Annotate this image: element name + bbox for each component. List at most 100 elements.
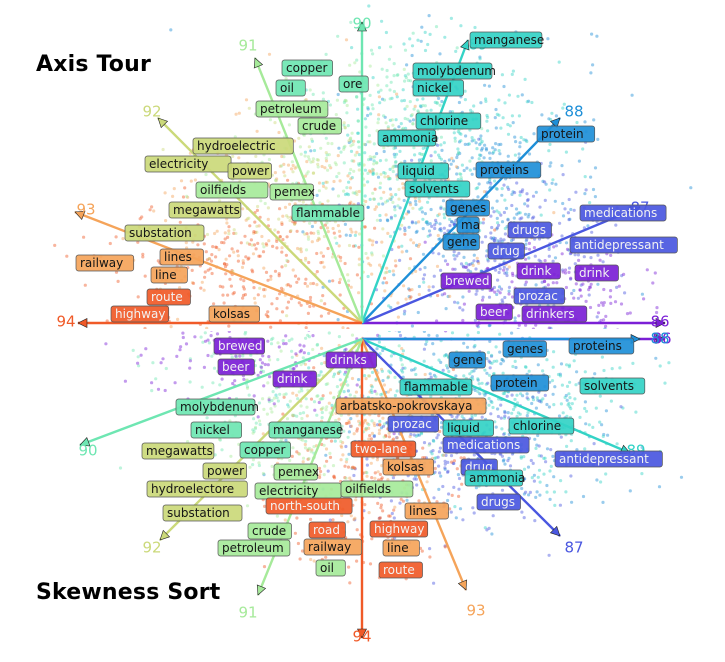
scatter-point: [278, 329, 281, 332]
scatter-point: [480, 146, 484, 150]
scatter-point: [346, 520, 350, 524]
scatter-point: [370, 385, 374, 389]
scatter-point: [592, 442, 596, 446]
scatter-point: [602, 368, 606, 373]
scatter-point: [267, 239, 271, 243]
scatter-point: [388, 176, 392, 180]
scatter-point: [311, 171, 316, 175]
scatter-point: [248, 224, 252, 228]
scatter-point: [241, 207, 245, 211]
scatter-point: [300, 549, 305, 553]
scatter-point: [393, 393, 397, 398]
scatter-point: [137, 364, 141, 368]
scatter-point: [498, 325, 501, 328]
scatter-point: [212, 302, 216, 306]
scatter-point: [265, 243, 269, 247]
scatter-point: [411, 241, 416, 245]
scatter-point: [553, 385, 557, 389]
scatter-point: [385, 421, 389, 425]
scatter-point: [487, 324, 491, 328]
scatter-point: [349, 285, 353, 289]
scatter-point: [463, 89, 467, 93]
scatter-point: [495, 359, 499, 363]
scatter-point: [298, 350, 302, 354]
scatter-point: [489, 214, 493, 218]
scatter-point: [598, 258, 602, 262]
scatter-point: [439, 206, 443, 210]
scatter-point: [488, 339, 492, 343]
scatter-point: [494, 126, 498, 130]
scatter-point: [382, 171, 386, 175]
scatter-point: [473, 318, 477, 322]
scatter-point: [426, 222, 430, 226]
scatter-point: [497, 285, 502, 289]
scatter-point: [539, 398, 543, 402]
scatter-point: [655, 310, 659, 315]
scatter-point: [403, 79, 407, 83]
scatter-point: [502, 265, 506, 269]
bottom-axis-line-90: [79, 337, 363, 447]
scatter-point: [232, 291, 236, 295]
scatter-point: [259, 199, 263, 203]
scatter-point: [592, 118, 596, 122]
scatter-point: [266, 310, 270, 314]
scatter-point: [440, 421, 444, 425]
scatter-point: [517, 114, 522, 118]
scatter-point: [367, 423, 371, 427]
scatter-point: [306, 155, 310, 159]
scatter-point: [310, 240, 314, 244]
scatter-point: [245, 386, 250, 390]
scatter-point: [356, 140, 360, 144]
scatter-point: [495, 209, 499, 213]
scatter-point: [262, 407, 266, 411]
scatter-point: [233, 379, 237, 383]
scatter-point: [232, 250, 236, 254]
scatter-point: [598, 420, 602, 424]
scatter-point: [444, 331, 448, 333]
scatter-point: [408, 201, 412, 205]
scatter-point: [464, 261, 468, 265]
scatter-point: [554, 244, 559, 248]
scatter-point: [476, 390, 480, 394]
scatter-point: [306, 237, 311, 241]
scatter-point: [306, 447, 310, 451]
scatter-point: [450, 156, 454, 160]
scatter-point: [265, 412, 269, 416]
scatter-point: [342, 161, 346, 165]
scatter-point: [433, 100, 437, 104]
scatter-point: [546, 37, 550, 41]
scatter-point: [243, 332, 247, 336]
scatter-point: [524, 365, 528, 369]
scatter-point: [425, 220, 429, 224]
scatter-point: [520, 216, 524, 220]
scatter-point: [470, 261, 474, 265]
scatter-point: [205, 258, 209, 262]
scatter-point: [609, 301, 613, 305]
scatter-point: [510, 238, 514, 243]
scatter-point: [230, 326, 233, 329]
scatter-point: [353, 516, 357, 520]
scatter-point: [253, 220, 257, 224]
scatter-point: [336, 34, 340, 38]
scatter-point: [405, 63, 409, 67]
scatter-point: [489, 354, 494, 358]
bottom-word-label: protein: [490, 374, 550, 392]
svg-text:pemex: pemex: [274, 185, 315, 199]
scatter-point: [311, 171, 315, 175]
scatter-point: [551, 365, 555, 369]
scatter-point: [547, 247, 551, 251]
scatter-point: [355, 150, 359, 154]
scatter-point: [267, 157, 271, 162]
scatter-point: [321, 285, 325, 289]
scatter-point: [304, 256, 308, 260]
scatter-point: [421, 252, 426, 256]
scatter-point: [378, 516, 382, 520]
top-word-label: railway: [75, 254, 135, 272]
scatter-point: [151, 361, 155, 365]
scatter-point: [414, 221, 418, 225]
svg-text:proteins: proteins: [573, 339, 622, 353]
scatter-point: [456, 166, 460, 170]
scatter-point: [446, 294, 450, 299]
scatter-point: [485, 371, 489, 375]
scatter-point: [345, 103, 349, 108]
